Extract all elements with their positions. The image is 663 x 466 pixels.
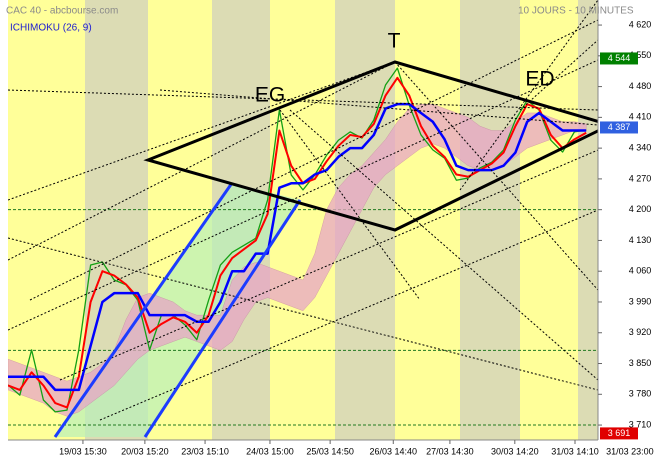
x-tick-label: 24/03 15:00 <box>246 446 294 456</box>
diamond <box>143 60 598 232</box>
series-line <box>8 102 587 392</box>
price-flag <box>600 427 638 440</box>
trend-line <box>279 109 421 301</box>
x-tick-label: 23/03 15:10 <box>181 446 229 456</box>
axis-layer: 4 620 4 550 4 480 4 410 4 340 4 270 4 200 4 130… <box>59 19 653 456</box>
y-tick-label: 4 480 <box>629 81 652 91</box>
y-tick-label: 3 920 <box>629 327 652 337</box>
channel-line <box>53 182 234 438</box>
x-tick-label: 27/03 14:30 <box>426 446 474 456</box>
annotation: T <box>388 30 401 53</box>
y-tick-label: 3 780 <box>629 389 652 399</box>
y-tick-label: 4 200 <box>629 204 652 214</box>
x-tick-label: 31/03 23:00 <box>606 446 654 456</box>
price-flag <box>600 52 638 65</box>
trend-lines <box>8 0 598 421</box>
annotation: ED <box>525 68 554 91</box>
y-tick-label: 4 270 <box>629 173 652 183</box>
y-tick-label: 3 850 <box>629 358 652 368</box>
x-tick-label: 25/03 14:50 <box>306 446 354 456</box>
y-tick-label: 4 410 <box>629 112 652 122</box>
trend-line <box>394 61 598 291</box>
price-flag-label: 4 387 <box>608 122 631 132</box>
y-tick-label: 4 550 <box>629 50 652 60</box>
x-tick-label: 31/03 14:10 <box>551 446 599 456</box>
x-tick-label: 30/03 14:20 <box>491 446 539 456</box>
y-tick-label: 4 620 <box>629 19 652 29</box>
trend-line <box>8 61 396 261</box>
day-band <box>578 0 598 440</box>
trend-line <box>8 59 598 331</box>
trend-line <box>289 109 598 381</box>
day-band <box>460 0 520 440</box>
series-line <box>8 76 587 409</box>
trend-line <box>29 19 598 301</box>
trend-line <box>459 0 598 191</box>
trend-line <box>8 61 396 201</box>
price-flag <box>600 121 638 134</box>
y-tick-label: 4 130 <box>629 235 652 245</box>
chart-title: CAC 40 - abcbourse.com <box>6 6 118 17</box>
price-flag-label: 4 544 <box>608 53 631 63</box>
price-flag-label: 3 691 <box>608 428 631 438</box>
channel-line <box>143 199 302 438</box>
chart-subtitle: 10 JOURS - 10 MINUTES <box>518 6 634 17</box>
x-tick-label: 20/03 15:20 <box>121 446 169 456</box>
x-tick-label: 19/03 15:30 <box>59 446 107 456</box>
y-tick-label: 3 990 <box>629 296 652 306</box>
annotation: EG <box>255 84 285 107</box>
pattern-lines <box>53 60 598 438</box>
x-tick-label: 26/03 14:40 <box>369 446 417 456</box>
y-tick-label: 4 340 <box>629 143 652 153</box>
trend-line <box>159 89 598 126</box>
data-layer <box>8 67 587 417</box>
trend-line <box>8 237 598 391</box>
y-tick-label: 4 060 <box>629 266 652 276</box>
y-tick-label: 3 710 <box>629 419 652 429</box>
trend-line <box>519 39 598 111</box>
indicator-label: ICHIMOKU (26, 9) <box>10 23 92 34</box>
trend-line <box>59 149 598 381</box>
